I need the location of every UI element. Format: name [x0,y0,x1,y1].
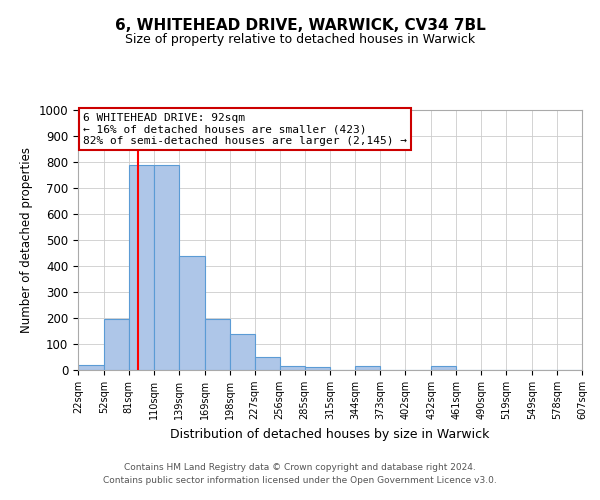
Bar [431,366,456,370]
Bar [355,366,380,370]
Text: 6 WHITEHEAD DRIVE: 92sqm
← 16% of detached houses are smaller (423)
82% of semi-: 6 WHITEHEAD DRIVE: 92sqm ← 16% of detach… [83,112,407,146]
Bar [154,164,179,370]
Bar [230,334,254,370]
Bar [78,365,104,370]
Bar [305,368,331,370]
Bar [104,320,129,370]
Bar [280,366,305,370]
Bar [254,357,280,370]
Bar [179,256,205,370]
Text: Contains HM Land Registry data © Crown copyright and database right 2024.: Contains HM Land Registry data © Crown c… [124,464,476,472]
Bar [129,164,154,370]
Text: 6, WHITEHEAD DRIVE, WARWICK, CV34 7BL: 6, WHITEHEAD DRIVE, WARWICK, CV34 7BL [115,18,485,32]
Bar [205,320,230,370]
Text: Contains public sector information licensed under the Open Government Licence v3: Contains public sector information licen… [103,476,497,485]
X-axis label: Distribution of detached houses by size in Warwick: Distribution of detached houses by size … [170,428,490,440]
Y-axis label: Number of detached properties: Number of detached properties [20,147,33,333]
Text: Size of property relative to detached houses in Warwick: Size of property relative to detached ho… [125,32,475,46]
